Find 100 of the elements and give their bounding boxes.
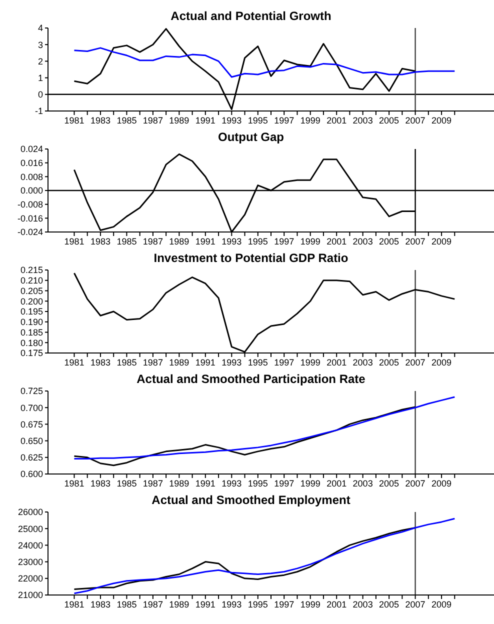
chart-title: Actual and Smoothed Employment	[150, 492, 352, 508]
x-tick-label: 1987	[142, 236, 163, 246]
x-tick-label: 2009	[432, 357, 452, 368]
x-tick-label: 1991	[195, 236, 216, 246]
x-tick-label: 1993	[222, 478, 242, 488]
x-tick-label: 1981	[64, 478, 84, 488]
x-tick-label: 1985	[116, 599, 137, 610]
x-tick-label: 1997	[274, 478, 294, 488]
x-tick-label: 2005	[379, 236, 400, 246]
y-tick-label: 0.625	[20, 452, 43, 463]
x-tick-label: 2005	[379, 478, 400, 488]
chart-title: Investment to Potential GDP Ratio	[152, 250, 350, 266]
x-tick-label: 1999	[300, 478, 320, 488]
y-tick-label: -1	[34, 106, 43, 116]
y-tick-label: 24000	[18, 540, 43, 550]
x-tick-label: 1989	[169, 357, 190, 368]
y-tick-label: 0.008	[20, 172, 43, 182]
x-tick-label: 2005	[379, 115, 400, 126]
y-tick-label: 1	[38, 72, 43, 83]
x-tick-label: 2003	[352, 599, 373, 610]
chart-title: Actual and Smoothed Participation Rate	[136, 371, 366, 387]
x-tick-label: 1987	[142, 357, 163, 368]
x-tick-label: 1993	[222, 357, 242, 368]
x-tick-label: 2001	[326, 599, 347, 610]
x-tick-label: 1983	[90, 115, 110, 126]
x-tick-label: 1993	[222, 115, 242, 126]
x-tick-label: 1991	[195, 599, 216, 610]
y-tick-label: 26000	[18, 507, 43, 518]
y-tick-label: 4	[38, 23, 43, 34]
y-tick-label: 0.205	[20, 286, 43, 296]
x-tick-label: 1985	[116, 236, 137, 246]
x-tick-label: 1999	[300, 115, 320, 126]
y-tick-label: 0.175	[20, 348, 43, 358]
x-tick-label: 1987	[142, 599, 163, 610]
chart-title: Actual and Potential Growth	[170, 8, 332, 24]
y-tick-label: 23000	[18, 556, 43, 567]
x-tick-label: 1989	[169, 236, 190, 246]
y-tick-label: 0	[38, 90, 43, 100]
y-tick-label: -0.016	[17, 213, 43, 224]
x-tick-label: 2007	[405, 236, 426, 246]
y-tick-label: 22000	[18, 574, 43, 584]
x-tick-label: 1997	[274, 115, 294, 126]
y-tick-label: 0.000	[20, 186, 43, 196]
x-tick-label: 2009	[432, 599, 452, 610]
x-tick-label: 1983	[90, 357, 110, 368]
y-tick-label: 0.200	[20, 296, 43, 306]
x-tick-label: 2009	[432, 236, 452, 246]
y-tick-label: 0.024	[20, 144, 43, 154]
chart-title: Output Gap	[217, 129, 285, 145]
x-tick-label: 1997	[274, 599, 294, 610]
x-tick-label: 1993	[222, 599, 242, 610]
y-tick-label: 0.700	[20, 402, 43, 413]
x-tick-label: 1991	[195, 478, 216, 488]
x-tick-label: 1997	[274, 357, 294, 368]
x-tick-label: 2003	[352, 478, 373, 488]
x-tick-label: 1989	[169, 115, 190, 126]
y-tick-label: 0.725	[20, 386, 43, 396]
x-tick-label: 1987	[142, 115, 163, 126]
x-tick-label: 2007	[405, 599, 426, 610]
y-tick-label: -0.024	[17, 227, 43, 238]
x-tick-label: 2007	[405, 115, 426, 126]
x-tick-label: 1999	[300, 599, 320, 610]
x-tick-label: 2001	[326, 236, 347, 246]
x-tick-label: 2001	[326, 357, 347, 368]
x-tick-label: 1981	[64, 599, 84, 610]
x-tick-label: 2003	[352, 357, 373, 368]
x-tick-label: 2003	[352, 236, 373, 246]
x-tick-label: 2005	[379, 599, 400, 610]
y-tick-label: 0.675	[20, 419, 43, 430]
x-tick-label: 1995	[248, 599, 268, 610]
y-tick-label: 0.650	[20, 436, 43, 446]
x-tick-label: 1987	[142, 478, 163, 488]
x-tick-label: 1983	[90, 599, 110, 610]
x-tick-label: 1989	[169, 599, 190, 610]
x-tick-label: 1993	[222, 236, 242, 246]
x-tick-label: 1985	[116, 115, 137, 126]
y-tick-label: 0.215	[20, 265, 43, 276]
x-tick-label: 1985	[116, 478, 137, 488]
x-tick-label: 1981	[64, 236, 84, 246]
x-tick-label: 2001	[326, 478, 347, 488]
y-tick-label: 0.185	[20, 327, 43, 338]
x-tick-label: 1985	[116, 357, 137, 368]
y-tick-label: 0.190	[20, 317, 43, 328]
x-tick-label: 1995	[248, 478, 268, 488]
x-tick-label: 1991	[195, 115, 216, 126]
x-tick-label: 1999	[300, 357, 320, 368]
y-tick-label: 3	[38, 40, 43, 50]
y-tick-label: 0.016	[20, 158, 43, 168]
x-tick-label: 2005	[379, 357, 400, 368]
x-tick-label: 2007	[405, 357, 426, 368]
x-tick-label: 1983	[90, 478, 110, 488]
y-tick-label: 0.210	[20, 276, 43, 286]
y-tick-label: 25000	[18, 524, 43, 534]
x-tick-label: 1995	[248, 236, 268, 246]
x-tick-label: 2007	[405, 478, 426, 488]
y-tick-label: 0.600	[20, 469, 43, 480]
x-tick-label: 2009	[432, 115, 452, 126]
x-tick-label: 1999	[300, 236, 320, 246]
x-tick-label: 1991	[195, 357, 216, 368]
x-tick-label: 2001	[326, 115, 347, 126]
